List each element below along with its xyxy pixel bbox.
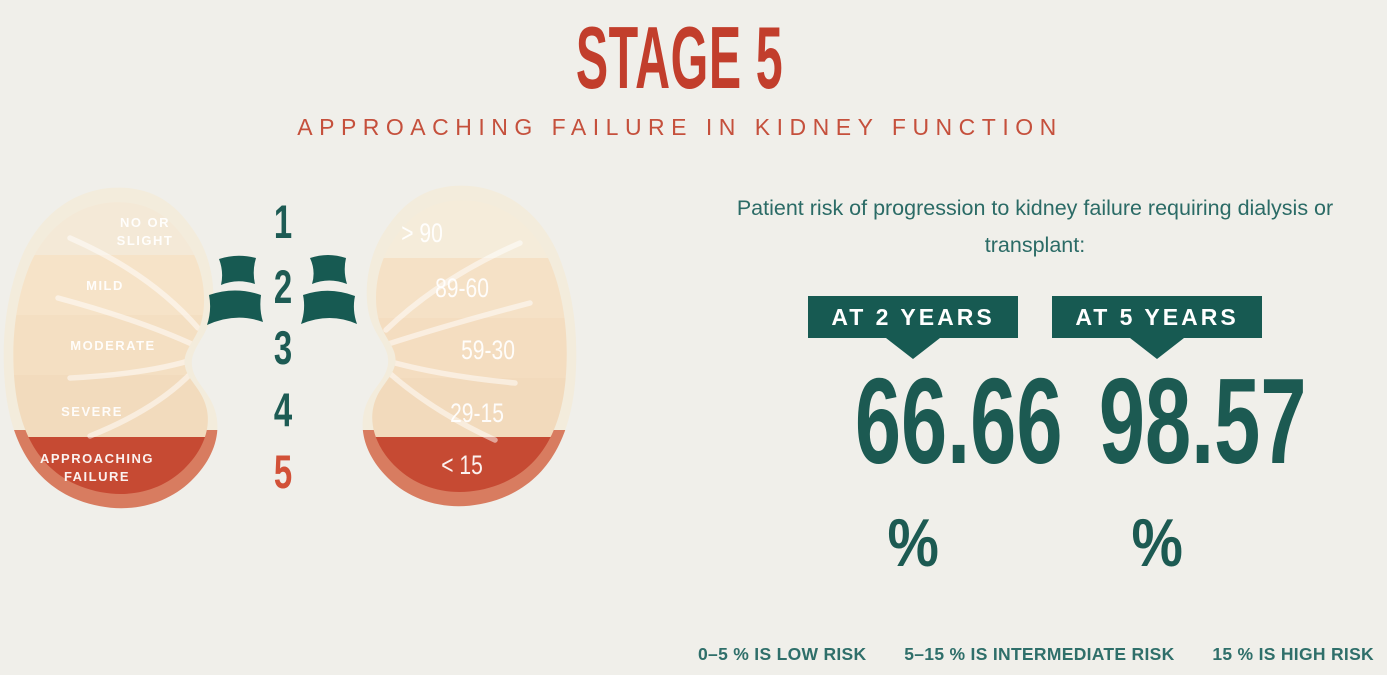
severity-label-5-line2: FAILURE	[64, 469, 130, 484]
risk-period-badge-2-years: AT 2 YEARS	[808, 296, 1018, 359]
adrenal-ribbon-top-right	[310, 255, 347, 284]
gfr-label-1: > 90	[401, 219, 443, 249]
adrenal-ribbon-bottom-right	[301, 290, 357, 324]
legend-low-risk: 0–5 % IS LOW RISK	[698, 644, 867, 664]
page-title: STAGE 5	[0, 14, 1360, 102]
gfr-label-4: 29-15	[450, 399, 504, 429]
severity-label-4: SEVERE	[61, 404, 123, 419]
risk-period-badge-5-years: AT 5 YEARS	[1052, 296, 1262, 359]
risk-description: Patient risk of progression to kidney fa…	[736, 196, 1334, 257]
severity-label-2: MILD	[86, 278, 124, 293]
risk-card-5-years: AT 5 YEARS 98.57 %	[1050, 296, 1307, 578]
gfr-label-2: 89-60	[435, 274, 489, 304]
legend-intermediate-risk: 5–15 % IS INTERMEDIATE RISK	[904, 644, 1175, 664]
stage-number-1: 1	[274, 195, 292, 248]
risk-value-2-years: 66.66	[806, 360, 1063, 482]
right-kidney-veins	[379, 240, 533, 443]
risk-value-text: 98.57	[1098, 353, 1307, 489]
percent-sign: %	[1050, 508, 1264, 578]
left-kidney-bands	[13, 202, 208, 494]
stage-number-5: 5	[274, 445, 292, 498]
stage-number-3: 3	[274, 321, 292, 374]
page-title-text: STAGE 5	[576, 8, 784, 107]
severity-label-5-line1: APPROACHING	[40, 451, 154, 466]
stage-number-4: 4	[274, 383, 293, 436]
risk-period-label: AT 5 YEARS	[1075, 303, 1239, 330]
right-kidney: > 90 89-60 59-30 29-15 < 15	[362, 185, 577, 507]
gfr-label-5: < 15	[441, 451, 483, 481]
kidney-diagram: NO OR SLIGHT MILD MODERATE SEVERE APPROA…	[3, 185, 577, 509]
risk-card-2-years: AT 2 YEARS 66.66 %	[806, 296, 1063, 578]
legend-high-risk: 15 % IS HIGH RISK	[1212, 644, 1374, 664]
severity-label-3: MODERATE	[70, 338, 155, 353]
page-subtitle: APPROACHING FAILURE IN KIDNEY FUNCTION	[297, 114, 1063, 140]
stage-numbers: 1 2 3 4 5	[274, 195, 293, 498]
adrenal-ribbon-top-left	[219, 255, 256, 285]
header: STAGE 5 APPROACHING FAILURE IN KIDNEY FU…	[0, 14, 1360, 139]
risk-legend: 0–5 % IS LOW RISK 5–15 % IS INTERMEDIATE…	[698, 644, 1374, 665]
gfr-label-3: 59-30	[461, 336, 515, 366]
risk-value-text: 66.66	[854, 353, 1063, 489]
left-kidney-veins	[55, 235, 201, 439]
adrenal-ribbon-bottom-left	[207, 290, 263, 325]
left-kidney-labels: NO OR SLIGHT MILD MODERATE SEVERE APPROA…	[40, 215, 174, 484]
stage-number-2: 2	[274, 260, 292, 313]
percent-sign-text: %	[887, 505, 939, 581]
adrenal-glands-icon	[207, 255, 357, 325]
risk-period-label: AT 2 YEARS	[831, 303, 995, 330]
risk-value-5-years: 98.57	[1050, 360, 1307, 482]
right-kidney-labels: > 90 89-60 59-30 29-15 < 15	[401, 219, 515, 481]
left-kidney: NO OR SLIGHT MILD MODERATE SEVERE APPROA…	[3, 187, 218, 509]
percent-sign: %	[806, 508, 1020, 578]
percent-sign-text: %	[1131, 505, 1183, 581]
severity-label-1-line2: SLIGHT	[117, 233, 174, 248]
severity-label-1-line1: NO OR	[120, 215, 170, 230]
